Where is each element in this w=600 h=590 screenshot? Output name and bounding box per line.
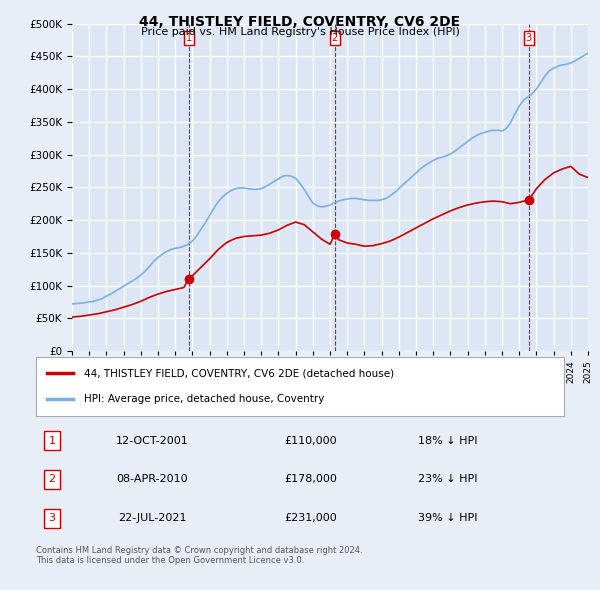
Text: 44, THISTLEY FIELD, COVENTRY, CV6 2DE: 44, THISTLEY FIELD, COVENTRY, CV6 2DE [139, 15, 461, 29]
Text: 12-OCT-2001: 12-OCT-2001 [116, 435, 188, 445]
Text: 39% ↓ HPI: 39% ↓ HPI [418, 513, 478, 523]
Text: HPI: Average price, detached house, Coventry: HPI: Average price, detached house, Cove… [83, 395, 324, 404]
Text: 3: 3 [49, 513, 55, 523]
Text: 1: 1 [185, 34, 191, 44]
Text: Contains HM Land Registry data © Crown copyright and database right 2024.
This d: Contains HM Land Registry data © Crown c… [36, 546, 362, 565]
Text: £178,000: £178,000 [284, 474, 337, 484]
Text: £110,000: £110,000 [284, 435, 337, 445]
Text: 44, THISTLEY FIELD, COVENTRY, CV6 2DE (detached house): 44, THISTLEY FIELD, COVENTRY, CV6 2DE (d… [83, 369, 394, 378]
Text: 2: 2 [332, 34, 338, 44]
Text: 23% ↓ HPI: 23% ↓ HPI [418, 474, 478, 484]
Text: 2: 2 [48, 474, 55, 484]
Text: 22-JUL-2021: 22-JUL-2021 [118, 513, 187, 523]
Text: 1: 1 [49, 435, 55, 445]
Text: Price paid vs. HM Land Registry's House Price Index (HPI): Price paid vs. HM Land Registry's House … [140, 27, 460, 37]
Text: £231,000: £231,000 [284, 513, 337, 523]
Text: 08-APR-2010: 08-APR-2010 [116, 474, 188, 484]
Text: 18% ↓ HPI: 18% ↓ HPI [418, 435, 478, 445]
Text: 3: 3 [526, 34, 532, 44]
